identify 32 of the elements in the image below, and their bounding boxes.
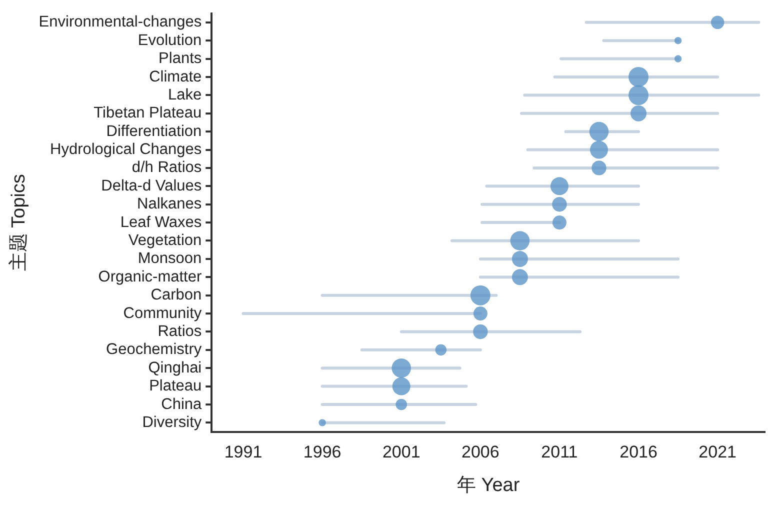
- y-tick-label: Monsoon: [138, 250, 202, 268]
- y-tick-label: Tibetan Plateau: [94, 104, 202, 122]
- y-tick-label: Ratios: [158, 323, 202, 340]
- y-tick-label: China: [161, 396, 202, 413]
- y-tick-label: Nalkanes: [137, 196, 202, 213]
- x-tick-label: 2006: [462, 442, 500, 462]
- y-tick-label: Delta-d Values: [101, 177, 202, 194]
- x-tick-label: 2021: [698, 442, 736, 462]
- y-tick-label: Geochemistry: [106, 341, 202, 358]
- x-axis-title: 年 Year: [456, 474, 520, 496]
- y-tick-label: Vegetation: [128, 232, 202, 250]
- y-tick-label: Carbon: [150, 286, 202, 304]
- y-tick-label: Hydrological Changes: [50, 141, 202, 158]
- y-axis-title: 主题 Topics: [8, 174, 30, 272]
- y-tick-label: Leaf Waxes: [120, 214, 202, 231]
- y-tick-label: Plateau: [149, 378, 202, 395]
- y-tick-label: Diversity: [142, 414, 202, 431]
- y-tick-label: Environmental-changes: [38, 14, 202, 31]
- y-tick-label: Evolution: [138, 32, 202, 49]
- y-tick-label: Climate: [149, 68, 202, 86]
- x-tick-label: 2011: [541, 442, 578, 462]
- y-tick-label: Plants: [158, 50, 202, 68]
- y-tick-label: Qinghai: [148, 359, 202, 376]
- y-tick-label: Community: [123, 304, 202, 322]
- y-tick-label: Differentiation: [106, 122, 202, 140]
- x-tick-label: 1991: [224, 442, 262, 462]
- y-tick-label: Organic-matter: [98, 268, 202, 286]
- y-tick-label: d/h Ratios: [132, 159, 202, 176]
- x-tick-label: 1996: [303, 442, 342, 462]
- x-tick-label: 2016: [620, 442, 658, 462]
- x-tick-label: 2001: [382, 442, 420, 462]
- y-tick-label: Lake: [168, 86, 202, 104]
